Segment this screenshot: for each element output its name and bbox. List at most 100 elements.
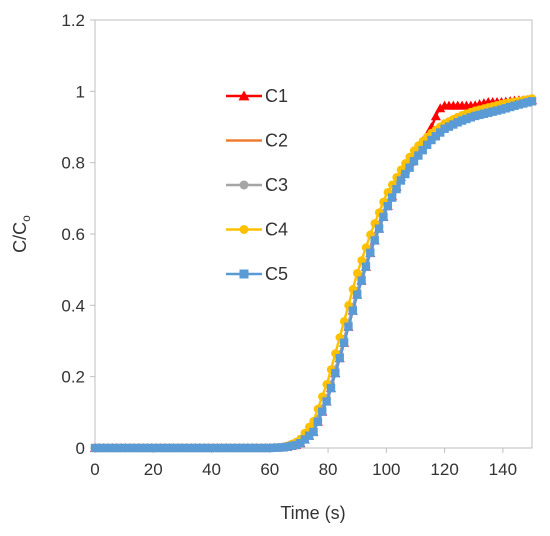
data-point-c5: [405, 163, 414, 172]
data-point-c5: [304, 431, 314, 440]
legend-item-c1: C1: [226, 86, 288, 106]
x-tick-label: 40: [202, 460, 221, 479]
legend: C1 C2 C3 C4 C5: [226, 86, 288, 284]
data-point-c5: [361, 262, 371, 272]
y-axis-title-subscript: o: [19, 215, 33, 222]
data-point-c5: [523, 98, 532, 107]
data-point-c4: [357, 256, 366, 265]
data-point-c5: [353, 290, 362, 299]
data-point-c5: [497, 105, 506, 114]
data-point-c5: [449, 120, 458, 129]
data-point-c4: [353, 269, 362, 278]
data-point-c5: [357, 276, 366, 285]
data-point-c5: [484, 108, 493, 117]
data-point-c5: [99, 443, 108, 453]
data-point-c5: [165, 443, 174, 453]
data-point-c5: [440, 124, 449, 133]
data-point-c5: [313, 417, 323, 426]
data-point-c5: [296, 438, 305, 448]
series-c5: [90, 97, 537, 453]
data-point-c5: [387, 193, 397, 202]
legend-item-c5: C5: [226, 264, 288, 284]
y-axis: 0 0.2 0.4 0.6 0.8 1 1.2: [61, 11, 95, 458]
data-point-c5: [287, 441, 296, 451]
legend-label: C3: [265, 175, 288, 195]
data-point-c1: [430, 111, 441, 121]
data-point-c5: [147, 443, 157, 453]
data-point-c5: [103, 443, 113, 453]
data-point-c5: [252, 443, 261, 453]
data-point-c5: [318, 407, 327, 416]
data-point-c5: [401, 169, 410, 179]
data-point-c5: [453, 118, 462, 127]
data-point-c5: [392, 184, 401, 194]
data-point-c5: [466, 113, 476, 122]
x-tick-label: 0: [90, 460, 99, 479]
data-point-c5: [339, 338, 349, 347]
y-tick-label: 0.6: [61, 225, 85, 244]
data-point-c5: [138, 443, 148, 453]
data-point-c5: [151, 443, 161, 453]
data-point-c5: [444, 122, 454, 131]
data-point-c5: [436, 128, 445, 137]
data-point-c5: [300, 435, 309, 444]
y-tick-label: 1.2: [61, 11, 85, 30]
data-point-c5: [291, 440, 301, 450]
data-point-c5: [200, 443, 209, 453]
data-point-c5: [348, 306, 358, 315]
x-tick-label: 140: [489, 460, 517, 479]
data-point-c5: [95, 443, 104, 453]
data-point-c5: [331, 368, 340, 378]
data-point-c5: [427, 135, 436, 145]
x-tick-label: 20: [144, 460, 163, 479]
data-point-c5: [344, 322, 353, 331]
data-point-c5: [492, 106, 502, 115]
data-point-c5: [274, 443, 283, 452]
data-point-c5: [217, 443, 226, 453]
data-point-c5: [309, 427, 318, 437]
x-tick-label: 100: [372, 460, 400, 479]
data-point-c5: [182, 443, 191, 453]
data-point-c5: [475, 110, 484, 120]
data-point-c5: [265, 443, 274, 453]
y-axis-title: C/Co: [10, 215, 33, 253]
data-point-c5: [208, 443, 218, 453]
data-point-c5: [479, 109, 489, 119]
data-point-c5: [519, 99, 528, 108]
data-point-c5: [130, 443, 139, 453]
series-layer: [90, 94, 537, 453]
data-point-c5: [125, 443, 135, 453]
legend-item-c2: C2: [226, 131, 288, 151]
data-point-c5: [204, 443, 213, 453]
data-point-c5: [527, 97, 537, 106]
data-point-c1: [435, 103, 446, 113]
data-point-c5: [230, 443, 240, 453]
data-point-c5: [160, 443, 170, 453]
data-point-c5: [431, 132, 441, 141]
data-point-c5: [256, 443, 266, 453]
data-point-c5: [374, 224, 384, 233]
data-point-c5: [90, 443, 100, 453]
x-axis-title: Time (s): [280, 503, 345, 523]
data-point-c5: [505, 102, 515, 112]
data-point-c5: [510, 101, 519, 110]
data-point-c5: [248, 443, 257, 453]
x-axis: 0 20 40 60 80 100 120 140: [90, 448, 517, 479]
y-tick-label: 0.8: [61, 154, 85, 173]
data-point-c5: [221, 443, 231, 453]
data-point-c5: [335, 353, 344, 363]
data-point-c5: [514, 100, 524, 109]
legend-label: C4: [265, 220, 288, 240]
data-point-c5: [169, 443, 178, 453]
data-point-c5: [418, 145, 427, 155]
legend-marker: [239, 269, 249, 279]
x-tick-label: 60: [260, 460, 279, 479]
data-point-c5: [488, 107, 497, 116]
data-point-c5: [322, 397, 331, 406]
data-point-c5: [283, 442, 292, 451]
data-point-c5: [269, 443, 279, 452]
data-point-c5: [379, 212, 388, 222]
data-point-c5: [213, 443, 222, 453]
y-tick-label: 0.4: [61, 296, 85, 315]
data-point-c5: [396, 176, 406, 185]
